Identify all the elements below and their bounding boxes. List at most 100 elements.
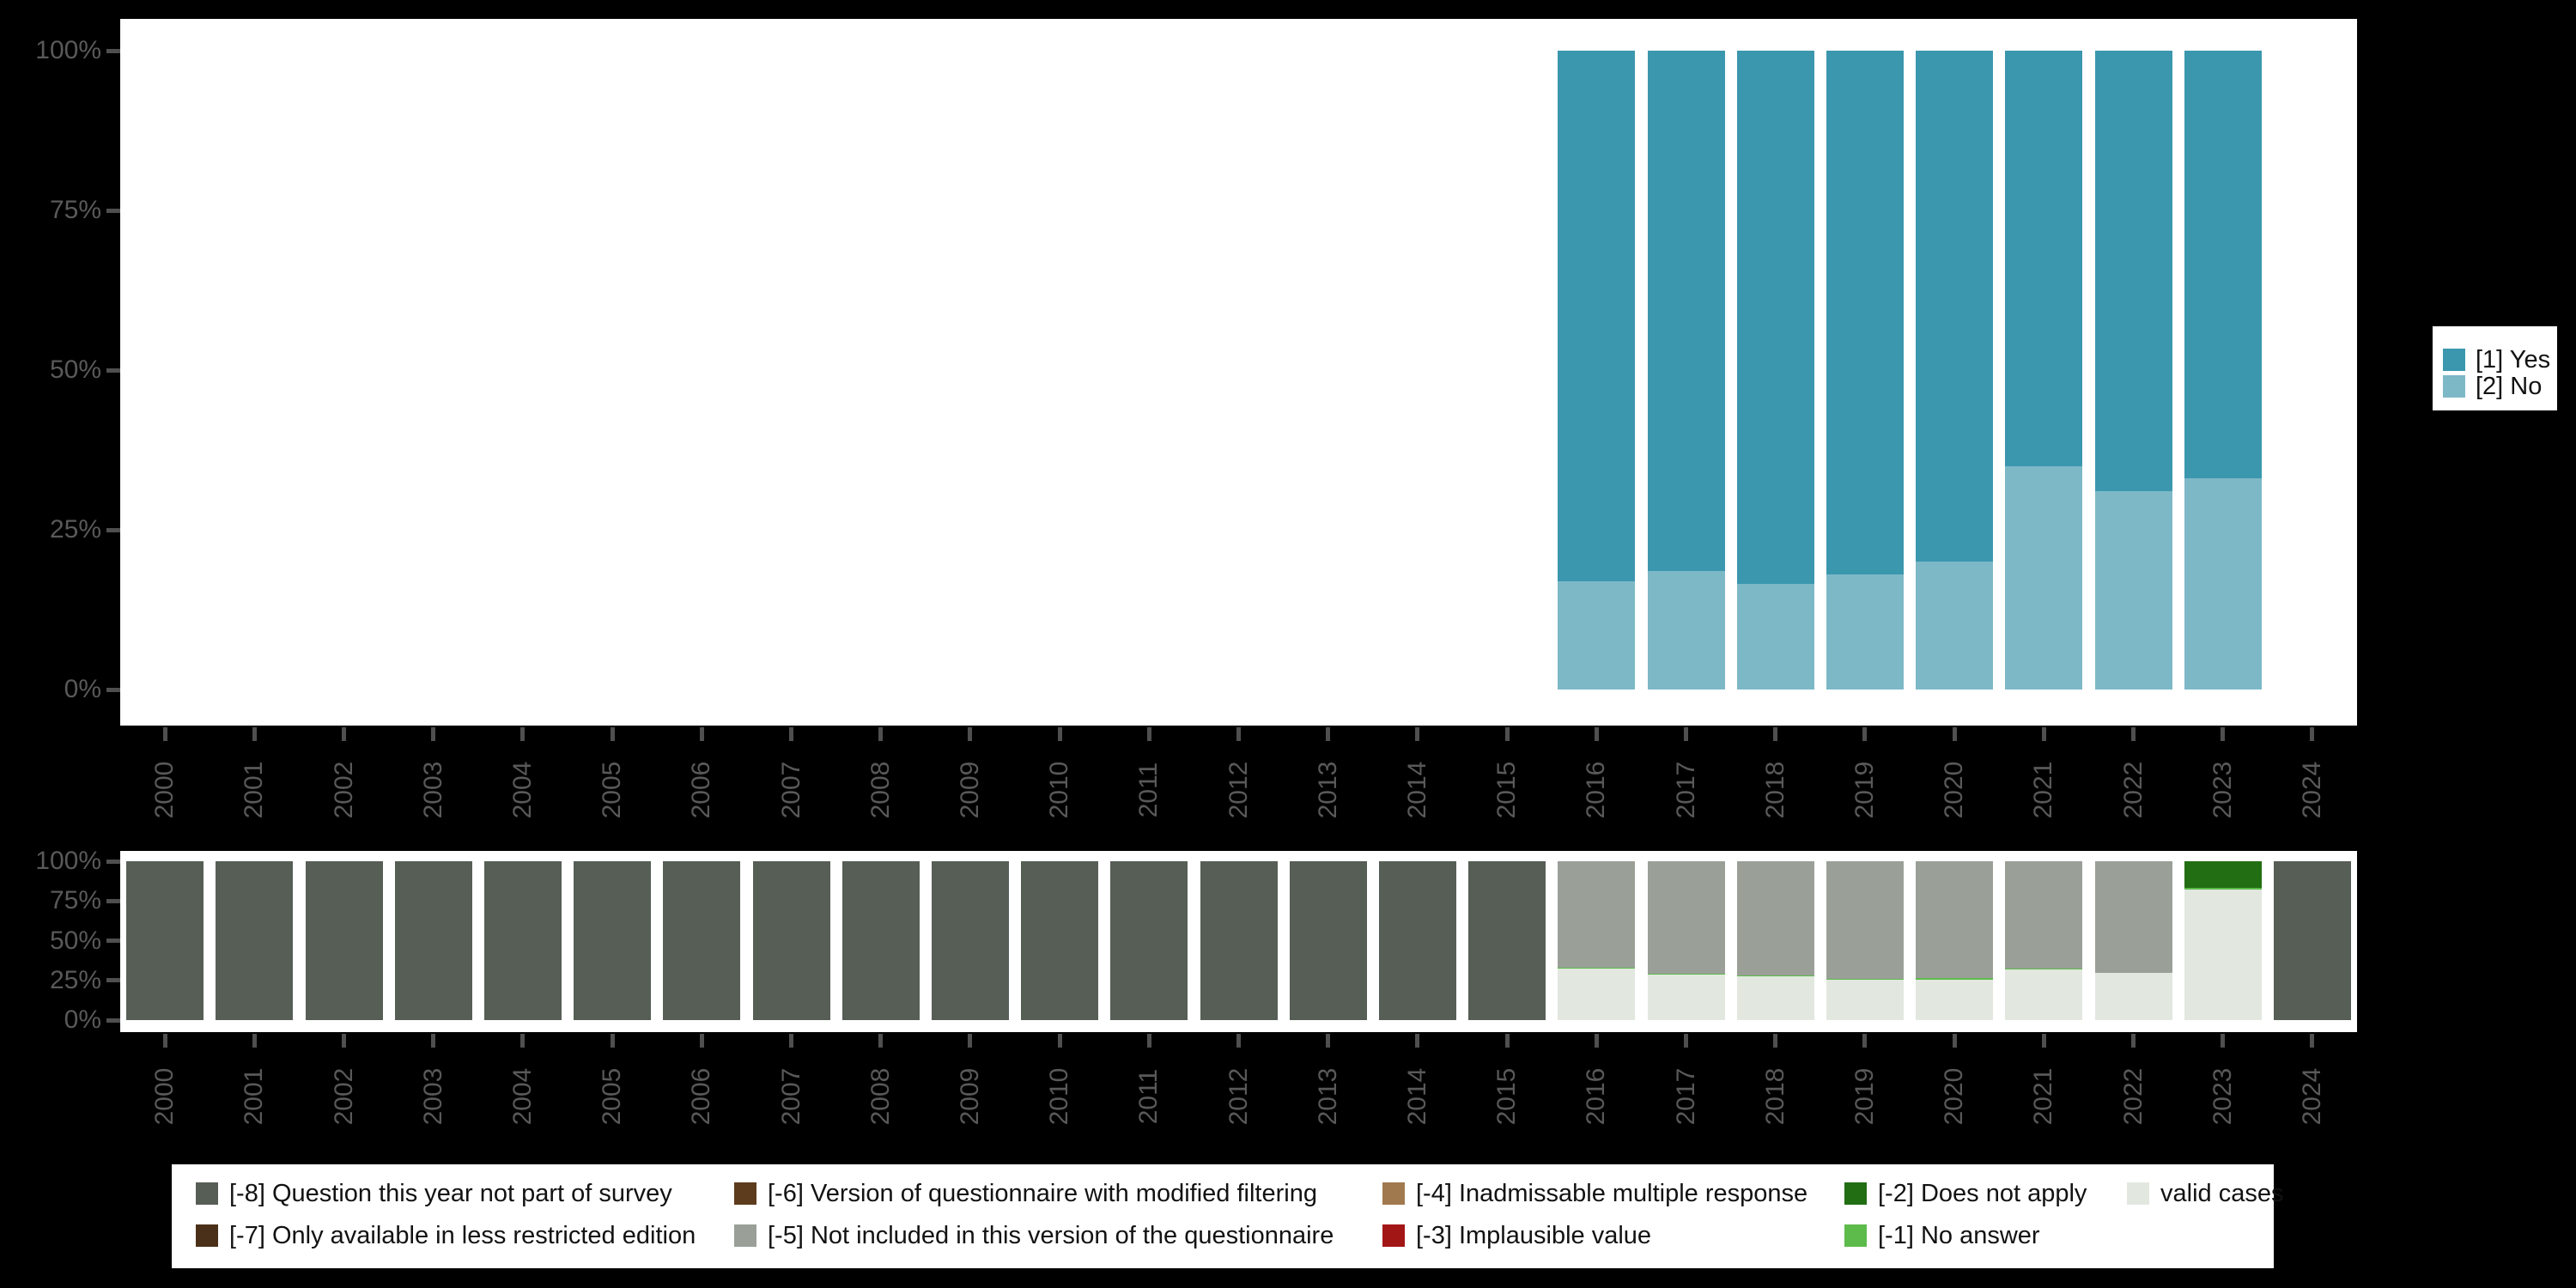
x-axis-tick xyxy=(342,727,346,741)
bar-2006 xyxy=(663,861,741,1020)
y-axis-label: 25% xyxy=(49,965,101,994)
bar-segment xyxy=(2005,861,2083,969)
x-axis-year-label: 2021 xyxy=(2029,761,2058,819)
legend-item-minus5: [-5] Not included in this version of the… xyxy=(734,1224,1334,1249)
x-axis-tick xyxy=(252,727,257,741)
valid-cases-label: valid cases xyxy=(2160,1180,2284,1207)
x-axis-year-label: 2002 xyxy=(329,1067,358,1126)
x-axis-year-label: 2005 xyxy=(598,1067,627,1126)
y-axis-tick xyxy=(106,368,120,373)
y-axis-label: 50% xyxy=(49,355,101,384)
x-axis-tick xyxy=(1504,727,1510,741)
y-axis-label: 100% xyxy=(35,36,101,64)
x-axis-year-label: 2011 xyxy=(1134,762,1163,818)
bar-segment xyxy=(2094,491,2172,690)
x-axis-year-label: 2003 xyxy=(418,761,447,819)
bar-segment xyxy=(1110,861,1188,1020)
x-axis-year-label: 2001 xyxy=(240,1067,269,1126)
x-axis-year-label: 2013 xyxy=(1313,1067,1342,1126)
bar-2004 xyxy=(483,861,562,1020)
bar-2019 xyxy=(1826,51,1904,690)
bar-segment xyxy=(2094,51,2172,492)
bar-2019 xyxy=(1826,861,1904,1020)
x-axis-tick xyxy=(2131,727,2136,741)
bar-segment xyxy=(2184,478,2262,690)
bar-segment xyxy=(1378,861,1456,1020)
minus4-swatch xyxy=(1382,1182,1405,1205)
bar-segment xyxy=(1736,861,1814,975)
x-axis-tick xyxy=(2221,1034,2226,1048)
missing-values-legend: [-8] Question this year not part of surv… xyxy=(172,1164,2283,1268)
x-axis-tick xyxy=(520,727,526,741)
y-axis-tick xyxy=(106,898,120,903)
bar-segment xyxy=(841,861,920,1020)
x-axis-tick xyxy=(1057,1034,1062,1048)
x-axis-tick xyxy=(610,1034,615,1048)
x-axis-tick xyxy=(968,1034,973,1048)
x-axis-year-label: 2010 xyxy=(1045,761,1074,819)
x-axis-tick xyxy=(1952,727,1957,741)
minus3-label: [-3] Implausible value xyxy=(1416,1222,1652,1249)
bar-segment xyxy=(1200,861,1278,1020)
x-axis-tick xyxy=(789,1034,793,1048)
minus5-swatch xyxy=(734,1224,756,1247)
y-axis-tick xyxy=(106,978,120,983)
bar-segment xyxy=(1558,51,1636,581)
y-axis-tick xyxy=(106,48,120,53)
y-axis-tick xyxy=(106,1018,120,1023)
bar-segment xyxy=(1736,51,1814,585)
bar-2016 xyxy=(1558,51,1636,690)
legend-item-valid-cases: valid cases xyxy=(2127,1180,2284,1207)
y-axis-label: 75% xyxy=(49,886,101,915)
bar-segment xyxy=(1647,861,1725,975)
x-axis-year-label: 2019 xyxy=(1850,1067,1879,1126)
x-axis-tick xyxy=(1146,1034,1151,1048)
x-axis-tick xyxy=(1862,1034,1868,1048)
legend-item-minus2: [-2] Does not apply xyxy=(1844,1182,2087,1206)
legend-item-minus8: [-8] Question this year not part of surv… xyxy=(196,1182,672,1206)
x-axis-year-label: 2007 xyxy=(776,1067,805,1126)
bar-2009 xyxy=(931,861,1009,1020)
x-axis-year-label: 2014 xyxy=(1402,761,1431,819)
x-axis-year-label: 2022 xyxy=(2118,761,2148,819)
bar-segment xyxy=(1826,861,1904,979)
x-axis-year-label: 2012 xyxy=(1224,1067,1253,1126)
bar-2007 xyxy=(752,861,830,1020)
y-axis-label: 0% xyxy=(64,675,101,703)
bar-segment xyxy=(2094,972,2172,1020)
x-axis-year-label: 2023 xyxy=(2208,761,2237,819)
minus7-label: [-7] Only available in less restricted e… xyxy=(229,1222,696,1249)
bar-2021 xyxy=(2005,861,2083,1020)
x-axis-tick xyxy=(878,727,884,741)
y-axis-label: 75% xyxy=(49,196,101,224)
x-axis-year-label: 2006 xyxy=(687,761,716,819)
minus8-swatch xyxy=(196,1182,218,1205)
legend-item-yes: [1] Yes xyxy=(2443,348,2550,373)
x-axis-tick xyxy=(520,1034,526,1048)
y-axis-tick xyxy=(106,208,120,213)
y-axis-tick xyxy=(106,859,120,864)
minus3-swatch xyxy=(1382,1224,1405,1247)
bar-2022 xyxy=(2094,861,2172,1020)
y-axis-tick xyxy=(106,939,120,943)
x-axis-tick xyxy=(342,1034,346,1048)
bar-2000 xyxy=(126,861,204,1020)
bar-2001 xyxy=(216,861,294,1020)
x-axis-year-label: 2018 xyxy=(1760,761,1789,819)
bar-segment xyxy=(1826,979,1904,1020)
x-axis-year-label: 2003 xyxy=(418,1067,447,1126)
x-axis-tick xyxy=(1773,727,1778,741)
x-axis-year-label: 2011 xyxy=(1134,1068,1163,1125)
x-axis-year-label: 2004 xyxy=(507,761,537,819)
bar-segment xyxy=(1736,976,1814,1020)
bar-segment xyxy=(2184,51,2262,479)
x-axis-year-label: 2002 xyxy=(329,761,358,819)
x-axis-year-label: 2020 xyxy=(1940,761,1969,819)
x-axis-year-label: 2019 xyxy=(1850,761,1879,819)
bar-segment xyxy=(1647,571,1725,690)
bar-segment xyxy=(2273,861,2351,1020)
x-axis-tick xyxy=(2041,727,2046,741)
bar-2017 xyxy=(1647,861,1725,1020)
x-axis-year-label: 2000 xyxy=(150,761,179,819)
x-axis-year-label: 2024 xyxy=(2297,761,2326,819)
